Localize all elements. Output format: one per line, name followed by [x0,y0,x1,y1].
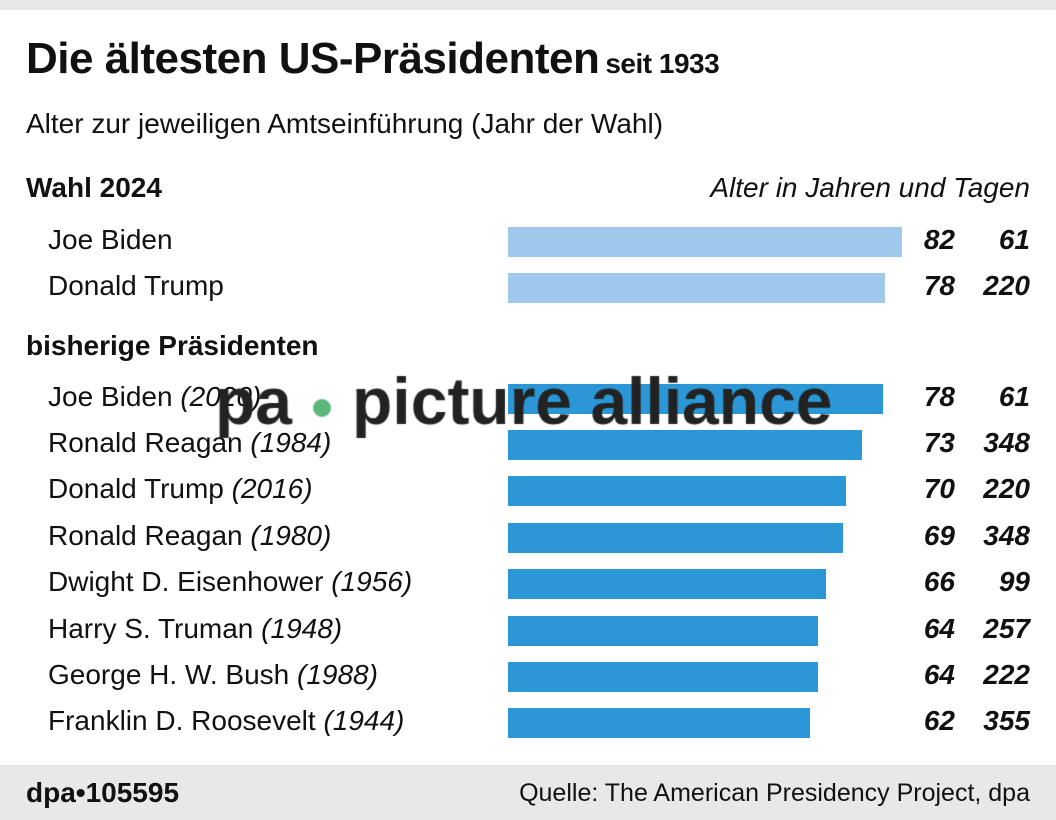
bar [508,523,844,553]
bar [508,273,885,303]
group-label: bisherige Präsidenten [26,330,319,361]
age-days-label: 99 [998,566,1030,597]
bar [508,227,902,257]
age-days-label: 355 [983,705,1030,736]
age-years-label: 69 [923,520,955,551]
age-years-label: 82 [923,224,955,255]
row-label: Joe Biden [48,224,173,255]
row-label: Joe Biden (2020) [48,381,262,412]
bar [508,708,810,738]
bar [508,430,863,460]
source-note: Quelle: The American Presidency Project,… [519,779,1030,807]
row-label: Franklin D. Roosevelt (1944) [48,705,405,736]
age-years-label: 78 [923,270,955,301]
age-years-label: 62 [923,705,955,736]
title-text: Die ältesten US-Präsidenten [26,34,600,83]
row-label: Donald Trump [48,270,224,301]
row-label: Donald Trump (2016) [48,473,313,504]
bar [508,384,883,414]
row-label: Ronald Reagan (1984) [48,427,332,458]
age-years-label: 66 [923,566,955,597]
row-label: George H. W. Bush (1988) [48,659,378,690]
graphic-id: dpa•105595 [26,777,180,808]
top-bar [0,0,1056,10]
age-days-label: 348 [983,427,1030,458]
age-days-label: 220 [983,270,1030,301]
age-days-label: 222 [983,659,1030,690]
age-days-label: 61 [998,381,1030,412]
age-years-label: 73 [923,427,955,458]
age-years-label: 64 [923,659,955,690]
age-days-label: 257 [983,613,1030,644]
footer: dpa•105595 Quelle: The American Presiden… [0,765,1056,820]
age-days-label: 61 [998,224,1030,255]
bar [508,569,826,599]
row-label: Harry S. Truman (1948) [48,613,343,644]
bar [508,662,818,692]
title-suffix: seit 1933 [605,48,720,79]
age-years-label: 78 [923,381,955,412]
bar [508,616,819,646]
group-label: Wahl 2024 [26,172,162,203]
age-days-label: 220 [983,473,1030,504]
age-days-label: 348 [983,520,1030,551]
bar [508,476,847,506]
chart-subtitle: Alter zur jeweiligen Amtseinführung (Jah… [26,108,664,139]
age-years-label: 70 [923,473,955,504]
unit-label: Alter in Jahren und Tagen [710,172,1030,203]
age-years-label: 64 [923,613,955,644]
row-label: Dwight D. Eisenhower (1956) [48,566,413,597]
chart-title: Die ältesten US-Präsidenten seit 1933 [26,34,720,84]
row-label: Ronald Reagan (1980) [48,520,332,551]
